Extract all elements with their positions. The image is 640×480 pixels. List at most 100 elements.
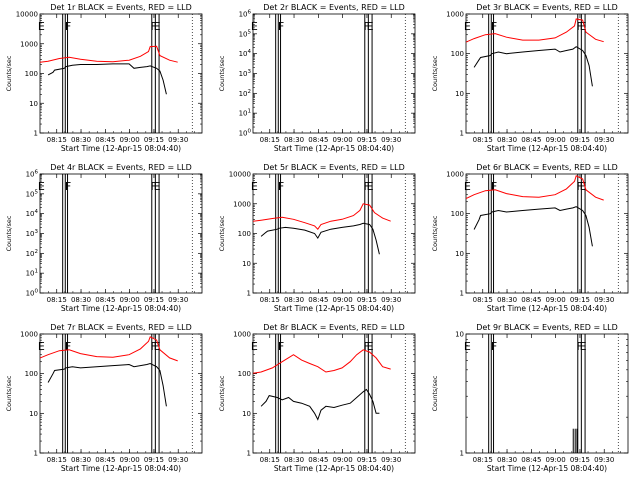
panel-det-7r: Det 7r BLACK = Events, RED = LLD 1 10 100 10…	[5, 323, 203, 473]
marker-e-right: E	[367, 340, 374, 353]
x-axis-label: Start Time (12-Apr-15 08:04:40)	[487, 304, 607, 313]
marker-e-right: E	[580, 20, 587, 33]
marker-f-right: F	[364, 20, 370, 33]
y-tick-label: 10	[455, 250, 464, 258]
x-tick-label: 09:15	[570, 296, 590, 304]
y-tick-label: 10	[29, 100, 38, 108]
x-tick-label: 09:30	[594, 136, 614, 144]
series-events-line	[473, 206, 593, 247]
x-tick-label: 08:45	[521, 456, 541, 464]
marker-e-left: E	[38, 20, 45, 33]
y-tick-label: 101	[26, 269, 38, 278]
series-events-line	[473, 46, 593, 87]
y-tick-label: 1	[460, 450, 464, 458]
y-tick-label: 1	[460, 290, 464, 298]
y-tick-label: 104	[239, 49, 252, 58]
marker-e-right: E	[367, 20, 374, 33]
x-tick-label: 09:15	[144, 456, 164, 464]
y-tick-label: 1	[247, 450, 251, 458]
panel-title: Det 2r BLACK = Events, RED = LLD	[263, 3, 405, 12]
y-axis-label: Counts/sec	[5, 215, 13, 251]
panel-det-9r: Det 9r BLACK = Events, RED = LLD 1 10 Count…	[431, 323, 629, 473]
marker-f-right: F	[577, 180, 583, 193]
marker-e-left: E	[38, 180, 45, 193]
panel-title: Det 6r BLACK = Events, RED = LLD	[476, 163, 618, 172]
marker-f-right: F	[151, 20, 157, 33]
marker-f-left: F	[491, 180, 497, 193]
x-axis-label: Start Time (12-Apr-15 08:04:40)	[61, 464, 181, 473]
y-tick-label: 106	[26, 170, 39, 179]
series-lld-line	[466, 175, 604, 201]
panel-det-2r: Det 2r BLACK = Events, RED = LLD 100 101 10…	[218, 3, 416, 153]
x-tick-label: 09:00	[333, 136, 353, 144]
marker-e-right: E	[580, 340, 587, 353]
x-tick-label: 09:00	[546, 136, 566, 144]
y-tick-label: 10	[29, 410, 38, 418]
series-events-line	[47, 63, 167, 95]
panel-det-4r: Det 4r BLACK = Events, RED = LLD 100 101 10…	[5, 163, 203, 313]
x-tick-label: 08:45	[308, 456, 328, 464]
y-axis-label: Counts/sec	[5, 55, 13, 91]
y-tick-label: 1	[34, 130, 38, 138]
x-tick-label: 09:30	[381, 456, 401, 464]
panel-title: Det 3r BLACK = Events, RED = LLD	[476, 3, 618, 12]
y-tick-label: 104	[26, 209, 39, 218]
series-events-line	[47, 362, 167, 407]
x-tick-label: 08:30	[497, 296, 517, 304]
x-tick-label: 08:30	[284, 296, 304, 304]
y-tick-label: 100	[26, 289, 39, 298]
marker-f-left: F	[65, 20, 71, 33]
x-tick-label: 08:15	[473, 136, 493, 144]
y-tick-label: 10	[242, 260, 251, 268]
x-tick-label: 08:15	[47, 136, 67, 144]
x-tick-label: 09:15	[144, 296, 164, 304]
x-tick-label: 08:30	[71, 296, 91, 304]
y-tick-label: 10	[455, 90, 464, 98]
marker-f-right: F	[577, 20, 583, 33]
x-tick-label: 08:30	[497, 136, 517, 144]
y-axis-label: Counts/sec	[431, 55, 439, 91]
marker-f-left: F	[65, 340, 71, 353]
y-tick-label: 1	[460, 130, 464, 138]
series-lld-line	[253, 349, 391, 374]
x-tick-label: 08:45	[521, 136, 541, 144]
x-tick-label: 09:30	[168, 296, 188, 304]
y-tick-label: 1	[247, 290, 251, 298]
y-tick-label: 100	[239, 129, 252, 138]
marker-f-right: F	[151, 340, 157, 353]
x-tick-label: 08:45	[95, 136, 115, 144]
marker-e-right: E	[154, 180, 161, 193]
y-axis-label: Counts/sec	[218, 215, 226, 251]
x-tick-label: 08:15	[47, 456, 67, 464]
y-tick-label: 102	[26, 249, 38, 258]
x-tick-label: 09:15	[570, 136, 590, 144]
panel-title: Det 4r BLACK = Events, RED = LLD	[50, 163, 192, 172]
marker-e-left: E	[464, 340, 471, 353]
panel-title: Det 5r BLACK = Events, RED = LLD	[263, 163, 405, 172]
x-tick-label: 09:15	[357, 136, 377, 144]
x-tick-label: 09:00	[546, 296, 566, 304]
plot-frame	[465, 173, 629, 294]
marker-e-left: E	[38, 340, 45, 353]
x-axis-label: Start Time (12-Apr-15 08:04:40)	[61, 144, 181, 153]
series-events-line	[260, 222, 380, 255]
marker-e-right: E	[580, 180, 587, 193]
y-tick-label: 100	[25, 70, 38, 78]
x-tick-label: 08:45	[308, 296, 328, 304]
y-tick-label: 1000	[20, 331, 38, 339]
x-tick-label: 09:15	[570, 456, 590, 464]
y-tick-label: 100	[451, 50, 464, 58]
series-lld-line	[253, 203, 391, 230]
y-axis-label: Counts/sec	[431, 375, 439, 411]
marker-e-left: E	[251, 20, 258, 33]
x-tick-label: 08:15	[260, 296, 280, 304]
marker-e-left: E	[251, 340, 258, 353]
y-tick-label: 102	[239, 89, 251, 98]
x-tick-label: 08:15	[473, 296, 493, 304]
panel-title: Det 1r BLACK = Events, RED = LLD	[50, 3, 192, 12]
panel-title: Det 7r BLACK = Events, RED = LLD	[50, 323, 192, 332]
x-tick-label: 09:30	[168, 136, 188, 144]
marker-f-left: F	[278, 340, 284, 353]
marker-e-right: E	[154, 340, 161, 353]
plot-frame	[465, 333, 629, 454]
